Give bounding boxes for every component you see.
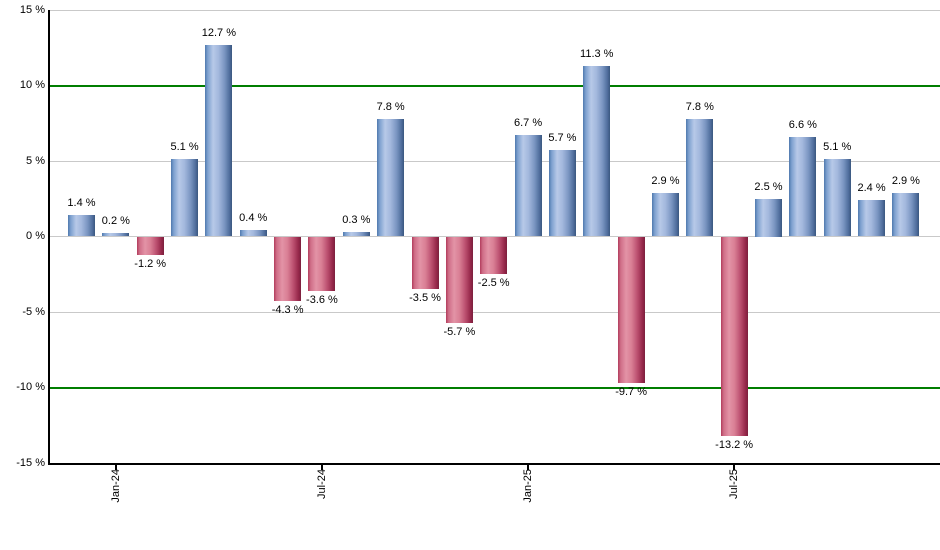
- y-axis-tick-label: 15 %: [19, 3, 45, 16]
- y-axis-tick-label: -15 %: [16, 456, 45, 469]
- bar-value-label: 6.7 %: [513, 117, 543, 130]
- bar-value-label: -3.6 %: [306, 293, 338, 306]
- gridline: [48, 160, 940, 162]
- bar-value-label: 7.8 %: [376, 100, 405, 113]
- bar-value-label: 11.3 %: [580, 47, 614, 60]
- bar-value-label: -5.7 %: [443, 325, 476, 338]
- bar-value-label: 1.4 %: [67, 197, 96, 210]
- positive-bar: [342, 231, 370, 237]
- bar-value-label: -4.3 %: [271, 304, 304, 317]
- x-axis-tick-label: Jul-25: [728, 469, 741, 499]
- bar-value-label: 2.9 %: [891, 174, 920, 187]
- y-axis-line: [48, 10, 50, 465]
- highlight-gridline: [48, 386, 940, 389]
- x-axis-tick: [321, 464, 323, 470]
- bar-value-label: 5.1 %: [823, 141, 852, 154]
- x-axis-tick: [115, 464, 117, 470]
- positive-bar: [892, 192, 920, 237]
- positive-bar: [377, 118, 405, 237]
- y-axis-tick-label: 5 %: [26, 154, 45, 167]
- bar-value-label: 5.1 %: [170, 141, 199, 154]
- positive-bar: [823, 159, 851, 237]
- negative-bar: [411, 236, 439, 290]
- positive-bar: [686, 118, 714, 237]
- bar-value-label: -2.5 %: [477, 277, 510, 290]
- bar-value-label: 0.2 %: [101, 215, 130, 228]
- bar-value-label: -13.2 %: [715, 438, 754, 451]
- bar-value-label: 7.8 %: [685, 100, 714, 113]
- bar-value-label: 6.6 %: [788, 118, 817, 131]
- bar-value-label: -9.7 %: [615, 385, 647, 398]
- bar-value-label: 5.7 %: [548, 132, 577, 145]
- negative-bar: [136, 236, 164, 255]
- negative-bar: [480, 236, 508, 275]
- positive-bar: [171, 159, 199, 237]
- positive-bar: [514, 135, 542, 237]
- positive-bar: [102, 233, 130, 237]
- x-axis-tick: [527, 464, 529, 470]
- bar-value-label: 2.4 %: [857, 182, 886, 195]
- bar-value-label: 12.7 %: [201, 26, 237, 39]
- x-axis-tick-label: Jan-25: [522, 469, 535, 503]
- bar-value-label: 0.3 %: [342, 213, 371, 226]
- gridline: [48, 9, 940, 11]
- positive-bar: [755, 198, 782, 237]
- y-axis-tick-label: -5 %: [22, 305, 45, 318]
- bar-value-label: 2.9 %: [651, 174, 680, 187]
- negative-bar: [720, 236, 748, 436]
- positive-bar: [548, 150, 576, 237]
- negative-bar: [445, 236, 473, 323]
- bar-value-label: -1.2 %: [134, 257, 167, 270]
- highlight-gridline: [48, 84, 940, 87]
- positive-bar: [858, 200, 886, 237]
- negative-bar: [274, 236, 302, 302]
- x-axis-tick: [733, 464, 735, 470]
- gridline: [48, 311, 940, 313]
- bar-value-label: 0.4 %: [239, 212, 268, 225]
- y-axis-tick-label: -10 %: [16, 381, 45, 393]
- y-axis-tick-label: 10 %: [19, 79, 45, 91]
- positive-bar: [583, 65, 611, 237]
- positive-bar: [651, 192, 679, 237]
- positive-bar: [68, 215, 95, 237]
- negative-bar: [308, 236, 336, 291]
- y-axis-tick-label: 0 %: [26, 230, 45, 242]
- positive-bar: [239, 230, 267, 237]
- bar-value-label: 2.5 %: [754, 180, 783, 193]
- x-axis-line: [48, 462, 940, 465]
- positive-bar: [205, 44, 233, 237]
- x-axis-tick-label: Jan-24: [109, 469, 122, 503]
- x-axis-tick-label: Jul-24: [315, 469, 328, 499]
- negative-bar: [617, 236, 645, 383]
- positive-bar: [789, 136, 817, 237]
- bar-value-label: -3.5 %: [409, 292, 441, 305]
